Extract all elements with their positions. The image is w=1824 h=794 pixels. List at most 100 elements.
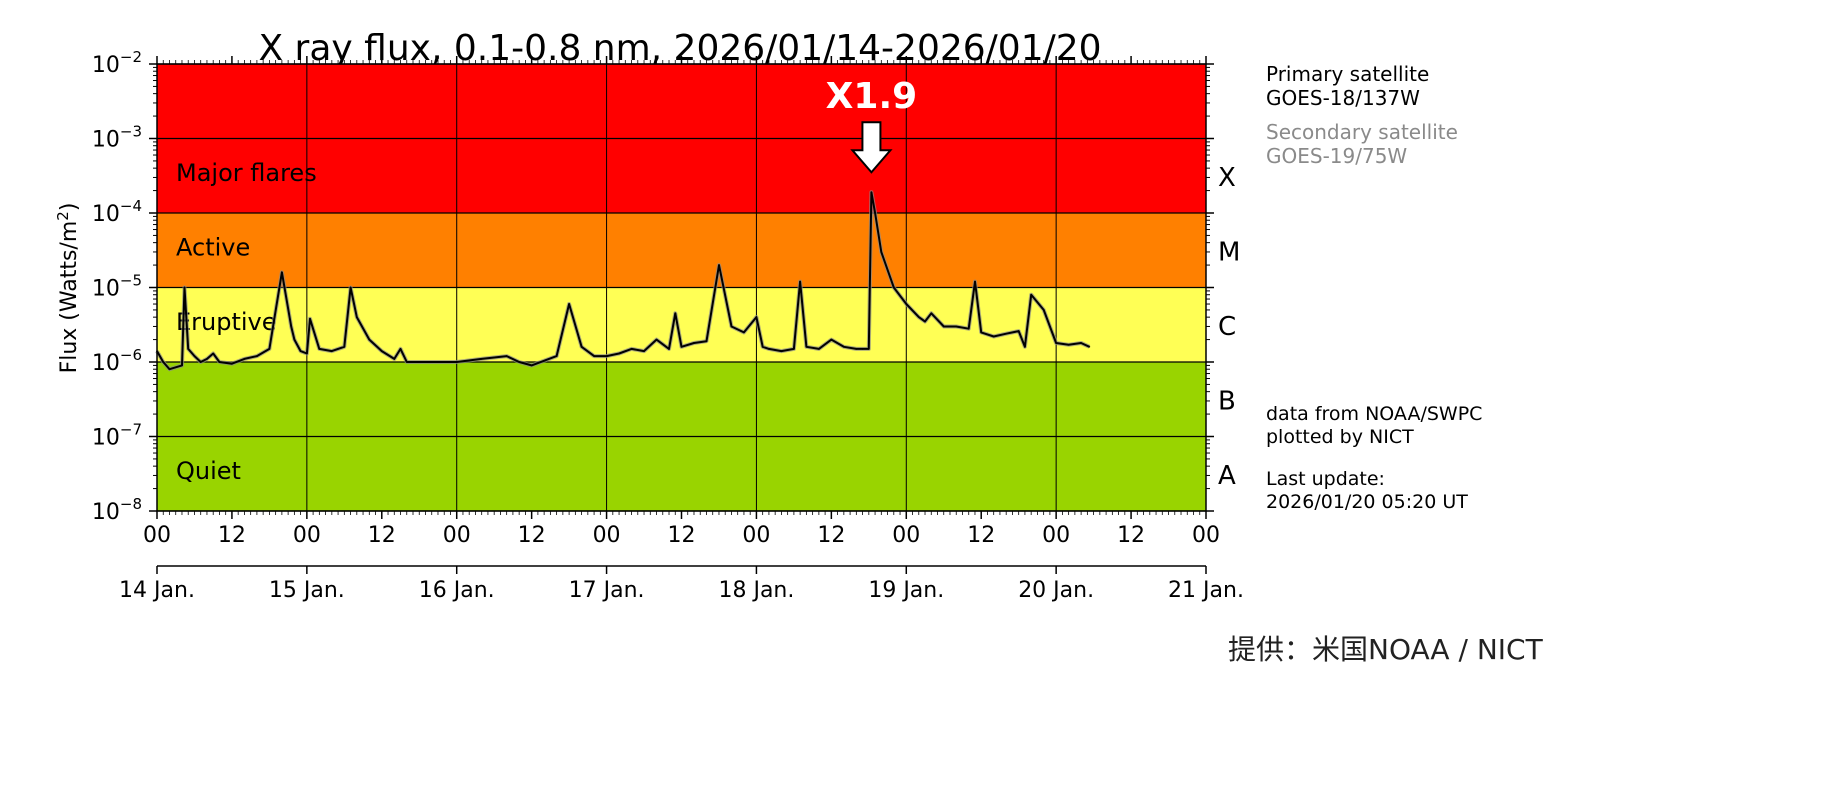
x-day-tick-label: 20 Jan. <box>1018 578 1094 603</box>
flux-point <box>793 348 795 350</box>
flux-point <box>181 364 183 367</box>
flux-point <box>256 355 258 357</box>
flux-point <box>930 312 933 315</box>
flux-point <box>693 342 695 344</box>
flare-class-label: M <box>1218 237 1240 267</box>
flux-point <box>455 361 458 363</box>
x-hour-tick-label: 12 <box>967 523 995 548</box>
secondary-satellite-name: GOES-19/75W <box>1266 144 1408 168</box>
x-hour-tick-label: 12 <box>368 523 396 548</box>
secondary-satellite-label: Secondary satellite <box>1266 120 1458 144</box>
band-2 <box>157 213 1206 288</box>
last-update-label: Last update: <box>1266 468 1385 490</box>
flux-point <box>918 316 920 318</box>
flux-point <box>1088 346 1091 348</box>
flux-point <box>893 286 895 289</box>
flux-point <box>655 338 658 341</box>
y-tick-label: 10−8 <box>92 495 142 525</box>
flux-point <box>309 318 311 320</box>
flux-point <box>518 361 520 363</box>
flux-point <box>630 348 633 350</box>
flux-point <box>1080 342 1082 344</box>
flux-point <box>1042 309 1045 311</box>
x-hour-tick-label: 12 <box>668 523 696 548</box>
flare-class-axis: A B C M X <box>1218 163 1240 491</box>
y-tick-label: 10−3 <box>92 123 142 153</box>
x-hour-tick-label: 00 <box>892 523 920 548</box>
y-tick-label: 10−4 <box>92 197 142 227</box>
flux-point <box>331 350 333 352</box>
flux-point <box>943 325 945 328</box>
band-label: Major flares <box>176 159 317 187</box>
x-hour-tick-label: 00 <box>443 523 471 548</box>
flux-point <box>368 338 371 341</box>
flux-point <box>870 191 873 193</box>
x-hour-tick-label: 00 <box>593 523 621 548</box>
flux-point <box>924 320 926 323</box>
flux-point <box>343 346 346 348</box>
flux-point <box>992 335 995 338</box>
flux-point <box>830 338 833 341</box>
y-tick-label: 10−2 <box>92 48 142 78</box>
flux-point <box>430 361 433 363</box>
data-source-line: data from NOAA/SWPC <box>1266 403 1483 425</box>
flux-point <box>174 366 177 369</box>
flux-point <box>231 362 233 365</box>
flux-point <box>218 361 221 363</box>
last-update-info: Last update: 2026/01/20 05:20 UT <box>1266 468 1468 514</box>
flux-point <box>406 361 408 363</box>
flux-series <box>155 190 1091 372</box>
flux-point <box>356 316 358 318</box>
band-label: Eruptive <box>176 308 277 336</box>
down-arrow-icon <box>850 121 893 174</box>
x-hour-tick-label: 12 <box>817 523 845 548</box>
chart-title: X ray flux, 0.1-0.8 nm, 2026/01/14-2026/… <box>258 28 1101 69</box>
flare-annotation: X1.9 <box>826 76 917 174</box>
primary-satellite-name: GOES-18/137W <box>1266 86 1420 110</box>
flux-point <box>743 331 745 334</box>
data-source-info: data from NOAA/SWPC plotted by NICT <box>1266 403 1482 449</box>
secondary-satellite-info: Secondary satellite GOES-19/75W <box>1266 120 1458 168</box>
flux-point <box>393 358 396 360</box>
flux-point <box>680 346 683 348</box>
flux-point <box>1005 332 1007 335</box>
last-update-value: 2026/01/20 05:20 UT <box>1266 491 1468 513</box>
flux-point <box>206 358 208 360</box>
flux-point <box>761 346 764 348</box>
flux-point <box>199 361 202 363</box>
flux-point <box>643 350 645 352</box>
flux-point <box>268 348 271 350</box>
flux-point <box>193 355 196 357</box>
flux-point <box>861 348 864 350</box>
flux-point <box>530 364 533 367</box>
flux-point <box>418 361 421 363</box>
y-tick-label: 10−6 <box>92 346 142 376</box>
flux-point <box>674 312 677 315</box>
flux-point <box>705 340 708 343</box>
y-tick-label: 10−5 <box>92 272 142 302</box>
flare-class-label: C <box>1218 312 1236 342</box>
flux-point <box>568 303 570 305</box>
flux-point <box>381 350 383 352</box>
flux-line <box>156 191 1090 371</box>
flux-point <box>187 348 189 350</box>
flux-point <box>480 358 483 360</box>
x-hour-tick-label: 00 <box>1042 523 1070 548</box>
flux-point <box>668 348 670 350</box>
flare-class-label: X <box>1218 163 1236 193</box>
flux-point <box>967 327 970 330</box>
flux-point <box>399 348 402 350</box>
x-hour-tick-label: 00 <box>293 523 321 548</box>
flux-point <box>318 348 321 350</box>
plotted-by-line: plotted by NICT <box>1266 426 1414 448</box>
primary-satellite-label: Primary satellite <box>1266 62 1430 86</box>
band-labels: Quiet Eruptive Active Major flares <box>176 159 317 485</box>
flux-point <box>243 358 246 360</box>
x-day-tick-label: 17 Jan. <box>569 578 645 603</box>
x-day-tick-label: 18 Jan. <box>718 578 794 603</box>
y-axis-label: Flux (Watts/m2) <box>54 203 82 374</box>
flux-point <box>1055 342 1057 344</box>
flux-point <box>780 350 783 352</box>
y-tick-label: 10−7 <box>92 421 142 451</box>
primary-satellite-info: Primary satellite GOES-18/137W <box>1266 62 1429 110</box>
